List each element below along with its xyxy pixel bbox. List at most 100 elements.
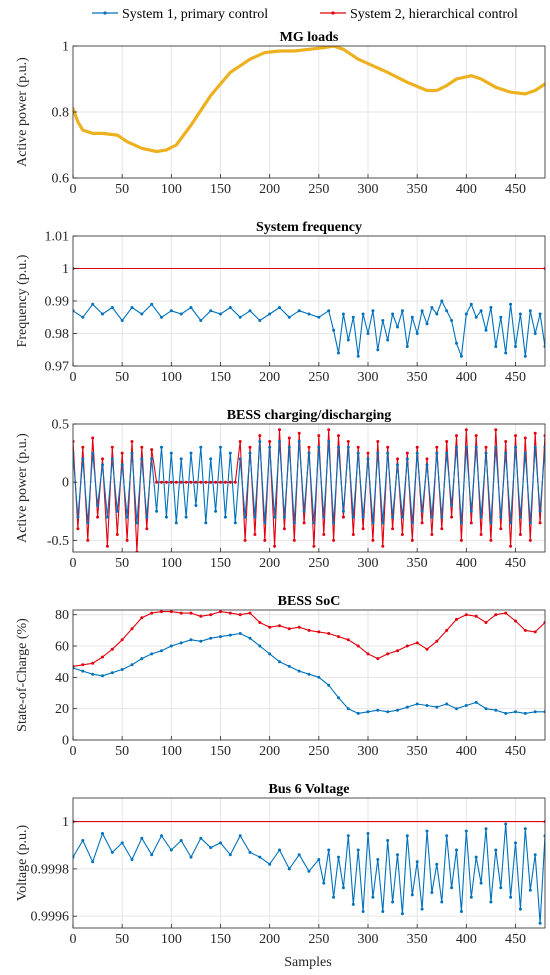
point-s2 [292, 538, 296, 542]
point-s1 [228, 306, 232, 309]
point-s2 [440, 527, 444, 531]
x-tick-label: 100 [161, 370, 182, 385]
point-s2 [415, 445, 419, 449]
point-s1 [91, 860, 95, 864]
point-s1 [219, 841, 222, 845]
point-s1 [233, 521, 237, 525]
point-s2 [140, 445, 144, 449]
panel-voltage: 0 50 100 150 200 250 300 350 400 450 0.9996 0.9998 1… [15, 782, 546, 947]
point-s2 [164, 480, 168, 484]
point-s1 [435, 862, 439, 866]
point-s1 [376, 451, 380, 455]
point-s1 [499, 515, 503, 519]
x-tick-label: 0 [70, 182, 77, 197]
point-s1 [199, 836, 203, 840]
point-s1 [455, 848, 458, 852]
point-s1 [371, 895, 375, 899]
point-s1 [391, 515, 395, 519]
point-s1 [101, 674, 104, 678]
point-s1 [455, 341, 458, 345]
point-s1 [341, 312, 345, 316]
point-s1 [523, 354, 527, 358]
point-s2 [518, 533, 522, 536]
point-s2 [140, 616, 144, 620]
y-tick-label: 1 [62, 815, 69, 830]
point-s2 [228, 611, 232, 615]
point-s1 [386, 710, 390, 714]
point-s1 [327, 683, 331, 687]
point-s2 [455, 617, 458, 621]
y-tick-label: 0.6 [52, 172, 70, 187]
point-s2 [174, 480, 178, 484]
point-s2 [86, 538, 90, 542]
legend-marker-system1 [103, 11, 107, 15]
point-s1 [474, 700, 478, 704]
point-s1 [440, 515, 444, 519]
point-s1 [253, 515, 257, 519]
x-tick-label: 350 [407, 182, 428, 197]
x-tick-label: 150 [210, 182, 231, 197]
point-s2 [386, 652, 390, 656]
x-tick-label: 200 [259, 556, 280, 571]
point-s2 [479, 533, 483, 536]
x-tick-label: 200 [259, 932, 280, 947]
point-s1 [381, 521, 385, 525]
point-s1 [332, 328, 336, 332]
x-tick-label: 200 [259, 370, 280, 385]
point-s1 [479, 309, 483, 313]
point-s2 [268, 440, 272, 443]
point-s2 [238, 613, 242, 617]
point-s1 [322, 881, 326, 885]
point-s1 [341, 886, 345, 890]
point-s1 [169, 451, 173, 455]
point-s2 [150, 448, 154, 452]
point-s2 [435, 445, 439, 449]
point-s1 [81, 457, 85, 461]
point-s1 [268, 445, 272, 449]
point-s2 [312, 544, 316, 548]
point-s1 [287, 867, 291, 871]
point-s2 [528, 538, 532, 542]
point-s2 [273, 544, 277, 548]
point-s2 [464, 613, 468, 617]
point-s2 [464, 428, 468, 432]
point-s1 [292, 521, 296, 525]
point-s2 [91, 436, 95, 440]
point-s1 [346, 338, 350, 342]
point-s1 [528, 309, 532, 313]
point-s1 [435, 312, 439, 316]
point-s1 [528, 888, 532, 892]
point-s1 [96, 504, 100, 507]
point-s1 [263, 521, 267, 525]
point-s1 [514, 710, 517, 714]
axes-box [72, 609, 546, 741]
point-s1 [337, 696, 340, 700]
point-s1 [287, 664, 291, 668]
point-s1 [248, 309, 252, 313]
point-s1 [125, 515, 129, 519]
point-s1 [258, 855, 262, 859]
point-s2 [278, 624, 281, 628]
x-tick-label: 100 [161, 932, 182, 947]
point-s2 [327, 428, 331, 432]
point-s1 [189, 855, 193, 859]
point-s1 [91, 302, 95, 306]
point-s2 [125, 538, 129, 542]
point-s2 [538, 521, 542, 525]
point-s2 [307, 445, 311, 449]
point-s2 [199, 480, 203, 484]
x-tick-label: 50 [115, 556, 129, 571]
point-s1 [405, 457, 409, 461]
y-tick-label: 0 [62, 476, 69, 491]
point-s1 [214, 509, 218, 513]
point-s1 [504, 822, 508, 826]
point-s1 [248, 850, 252, 854]
point-s2 [209, 480, 213, 484]
point-s1 [386, 338, 390, 342]
point-s1 [533, 332, 537, 335]
point-s1 [219, 445, 222, 449]
point-s1 [287, 315, 291, 319]
point-s1 [140, 312, 144, 316]
point-s2 [228, 480, 232, 484]
series-group [73, 46, 545, 154]
